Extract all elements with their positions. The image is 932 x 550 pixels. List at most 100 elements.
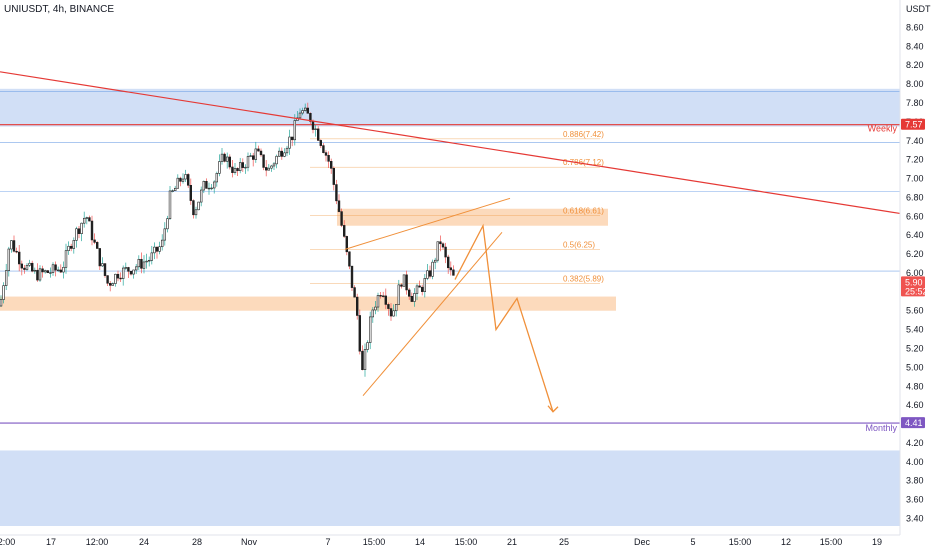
candle-body [413,293,416,302]
candle-body [194,209,198,216]
candle-body [449,267,452,271]
y-tick-label: 4.60 [906,400,924,410]
candle-body [140,258,143,269]
candle-body [345,236,348,253]
y-tick-label: 6.20 [906,249,924,259]
candle-body [366,342,369,350]
candle-body [426,270,429,279]
candle-body [452,269,455,276]
x-tick-label: 28 [192,537,202,547]
candle-body [387,304,390,309]
y-tick-label: 8.40 [906,41,924,51]
y-tick-label: 8.00 [906,79,924,89]
candle-body [132,269,135,275]
price-badge-value: 4.41 [905,418,923,428]
candle-body [59,269,63,273]
candle-body [433,259,437,263]
candle-body [252,155,255,160]
candle-body [20,263,23,269]
candle-body [267,167,270,171]
candle-body [158,246,161,252]
candle-body [257,148,260,152]
candle-body [236,168,239,172]
candle-body [51,264,55,273]
y-tick-label: 3.80 [906,476,924,486]
candle-body [407,289,411,297]
candle-body [244,166,247,169]
candle-body [179,177,182,182]
candle-body [101,263,104,267]
drawings-layer [0,71,901,413]
candle-body [241,162,244,168]
candle-body [150,252,153,261]
y-tick-label: 5.40 [906,325,924,335]
fib-layer: 0.886(7.42) 0.786(7.12) 0.618(6.61) 0.5(6.2… [310,130,604,284]
candle-body [342,225,346,237]
candle-body [213,181,216,189]
candle-body [56,269,60,272]
candles-layer [0,102,455,377]
x-tick-label: 12:00 [0,537,15,547]
supply-zone-top [0,88,900,127]
y-tick-label: 8.20 [906,60,924,70]
candle-body [361,350,364,370]
candle-body [394,304,398,312]
candle-body [431,261,434,277]
x-axis[interactable]: 12:00 17 12:00 24 28 Nov 7 15:00 14 15:00 21 25 Dec 5… [0,534,900,547]
candle-body [15,250,18,253]
candle-body [410,295,413,302]
candle-body [187,174,190,186]
candle-body [290,136,294,141]
candle-body [205,180,208,189]
candle-body [350,265,354,288]
candle-body [254,148,257,160]
trend-line [0,71,901,215]
candle-body [38,268,42,281]
candle-body [106,275,109,284]
candle-body [314,128,317,130]
candle-body [335,184,338,202]
candle-body [220,153,224,162]
candle-body [324,152,328,156]
candle-body [392,310,395,317]
y-tick-label: 7.40 [906,136,924,146]
candle-body [0,299,3,307]
candle-body [49,272,52,274]
candle-body [62,266,65,273]
candle-body [337,200,341,212]
candle-body [311,121,315,130]
candle-body [80,222,83,234]
candle-body [96,242,99,249]
candle-body [129,270,133,275]
candle-body [420,286,424,292]
candle-body [355,296,359,316]
candle-body [428,270,432,277]
candle-body [114,273,117,284]
candle-body [309,112,312,122]
price-badge [901,118,925,130]
x-tick-label: 25 [559,537,569,547]
candle-body [163,228,166,241]
x-tick-label: 12:00 [86,537,109,547]
candle-body [64,250,68,268]
candle-body [280,150,283,157]
x-tick-label: Dec [634,537,651,547]
candle-body [272,163,276,167]
candle-body [174,187,177,191]
candle-body [7,248,11,271]
price-badge-value: 5.90 [905,277,923,287]
y-tick-label: 7.00 [906,174,924,184]
candle-body [262,154,265,168]
candle-body [161,239,164,248]
y-tick-label: 6.60 [906,211,924,221]
candle-body [10,240,13,250]
candle-body [381,295,385,297]
x-tick-label: 14 [415,537,425,547]
candle-body [41,268,44,273]
y-axis[interactable]: USDT8.608.408.208.007.807.607.407.207.00… [899,0,931,535]
candle-body [275,155,278,165]
x-tick-label: 12 [781,537,791,547]
candle-body [189,184,192,201]
